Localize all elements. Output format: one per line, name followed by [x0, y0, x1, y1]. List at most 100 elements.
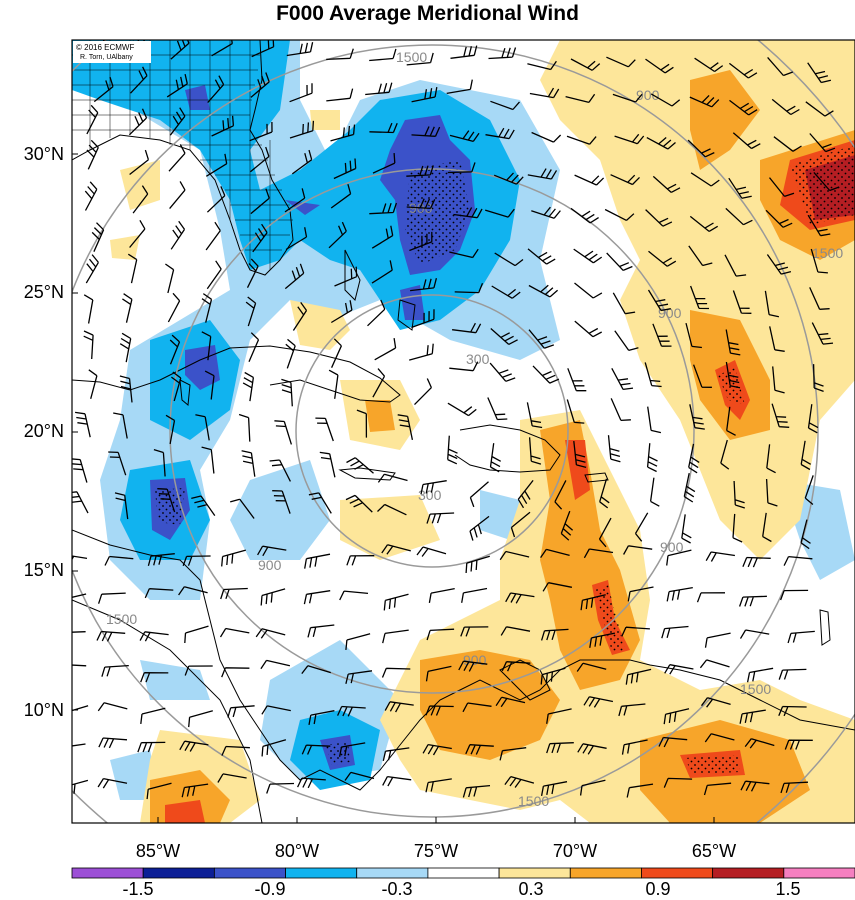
wind-barb [207, 75, 225, 104]
wind-barb [346, 555, 375, 566]
wind-barb [809, 133, 836, 153]
wind-barb [611, 367, 634, 391]
wind-barb [416, 546, 447, 557]
wind-barb [98, 737, 128, 749]
wind-barb [356, 409, 368, 438]
wind-barb [119, 332, 132, 363]
wind-barb [230, 498, 255, 519]
wind-barb [681, 514, 692, 544]
wind-barb [304, 553, 331, 569]
wind-barb [574, 174, 605, 186]
ring-label-inner-south: 300 [418, 487, 442, 503]
wind-barb [146, 782, 172, 800]
wind-barb [251, 40, 275, 58]
colorbar [71, 867, 855, 879]
wind-barb [528, 437, 542, 465]
wind-barb [328, 369, 339, 399]
wind-barb [372, 368, 386, 398]
wind-barb [504, 775, 535, 788]
wind-barb [485, 127, 515, 140]
wind-barb [810, 248, 828, 274]
wind-barb [334, 266, 358, 287]
wind-barb [607, 435, 621, 463]
latitude-ticks [72, 153, 78, 711]
wind-barb [454, 283, 484, 294]
wind-barb [346, 457, 374, 474]
wind-barb [489, 362, 516, 382]
wind-barb [527, 60, 557, 71]
lat-label-10: 10°N [24, 700, 64, 720]
wind-barb [285, 227, 308, 251]
wind-barb [86, 139, 99, 170]
wind-barb [692, 364, 712, 388]
wind-barb [72, 555, 88, 561]
wind-barb [765, 209, 793, 228]
wind-barb [462, 784, 491, 798]
wind-barb [690, 172, 720, 187]
wind-barb [495, 696, 526, 708]
wind-barb [778, 705, 807, 717]
lat-label-15: 15°N [24, 560, 64, 580]
wind-barb [308, 492, 332, 514]
wind-barb [169, 107, 186, 136]
wind-barb [170, 40, 190, 60]
wind-barb [499, 550, 530, 561]
wind-barb [725, 329, 741, 356]
wind-barb [184, 665, 213, 676]
wind-barb [127, 253, 138, 284]
wind-barb [425, 705, 454, 716]
wind-barb [450, 45, 478, 59]
wind-barb [813, 171, 840, 192]
wind-barb [689, 285, 710, 310]
wind-barb [645, 58, 674, 74]
wind-barb [289, 120, 315, 139]
wind-barb [610, 174, 640, 186]
wind-barb [779, 589, 809, 601]
wind-barb [767, 56, 794, 77]
wind-barb [369, 48, 397, 62]
wind-barb [425, 665, 452, 682]
wind-barb [166, 73, 188, 98]
wind-barb [449, 130, 480, 143]
lon-label-80: 80°W [275, 841, 319, 861]
wind-barb [281, 378, 293, 407]
wind-barb [409, 343, 434, 361]
wind-barb [491, 285, 521, 299]
wind-barb [261, 705, 291, 715]
wind-barb [646, 443, 658, 473]
wind-barb [567, 368, 587, 392]
wind-barb [171, 371, 182, 402]
wind-barb [367, 299, 386, 327]
wind-barb [765, 478, 778, 507]
wind-barb [494, 252, 524, 267]
wind-barb [219, 627, 250, 638]
wind-barb [84, 181, 98, 211]
wind-barb [488, 47, 517, 60]
wind-barb [583, 548, 614, 559]
wind-barb [411, 86, 438, 103]
ring-label-outer-northeast: 900 [636, 87, 660, 103]
wind-barb [546, 708, 572, 724]
wind-barb [129, 149, 150, 176]
wind-barb [114, 492, 129, 520]
wind-barb [462, 702, 492, 713]
wind-barb [96, 630, 126, 642]
wind-barb [137, 741, 166, 753]
wind-barb [333, 158, 357, 180]
wind-barb [771, 403, 790, 428]
wind-barb [658, 736, 688, 748]
wind-barb [527, 248, 556, 265]
wind-barb [733, 480, 745, 509]
wind-barb [606, 56, 636, 68]
wind-barb [447, 402, 477, 417]
colorbar-swatch [356, 867, 429, 879]
wind-barb [85, 254, 99, 284]
wind-barb [420, 480, 447, 495]
wind-barb [303, 590, 331, 605]
wind-barb [732, 513, 743, 543]
wind-barb [772, 366, 785, 394]
wind-barb [128, 108, 148, 136]
wind-barb [382, 775, 412, 787]
wind-barb [583, 696, 614, 708]
wind-barb [493, 172, 524, 185]
